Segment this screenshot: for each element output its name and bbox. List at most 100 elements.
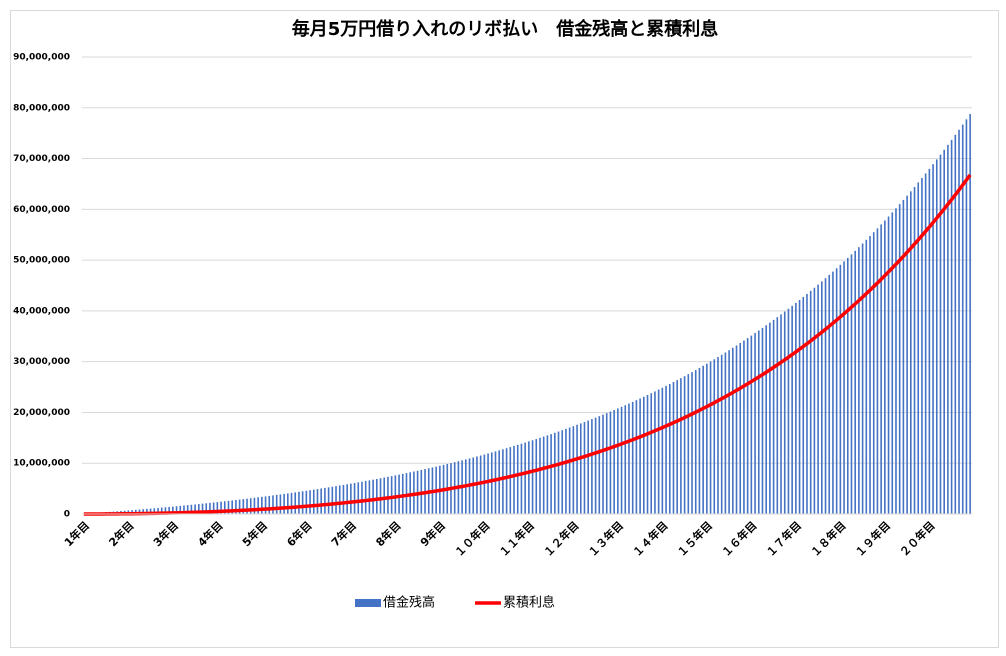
bar (832, 271, 834, 514)
bar (783, 311, 786, 514)
bar (776, 317, 779, 514)
bar (546, 435, 549, 514)
bar (242, 499, 245, 514)
bar (680, 378, 682, 514)
bar (935, 159, 938, 514)
bar (746, 338, 749, 514)
y-tick-label: 70,000,000 (13, 154, 70, 164)
bar (743, 340, 745, 514)
bar (843, 261, 845, 514)
bar (828, 274, 831, 514)
bar (223, 501, 226, 514)
bar (353, 483, 356, 514)
bar (917, 182, 920, 515)
chart-title: 毎月5万円借り入れのリボ払い 借金残高と累積利息 (292, 18, 719, 40)
legend-label: 累積利息 (503, 595, 555, 611)
bar (861, 243, 864, 515)
bar (650, 393, 653, 514)
bar (479, 455, 482, 514)
bar (958, 129, 960, 514)
bar (717, 357, 719, 514)
bar (531, 440, 534, 514)
bar (324, 487, 326, 514)
bar (706, 363, 708, 514)
bar (572, 426, 575, 514)
bar (639, 398, 641, 514)
bar (186, 505, 189, 514)
bar (231, 500, 233, 514)
bar (335, 486, 337, 514)
bar (568, 427, 571, 514)
y-tick-label: 40,000,000 (13, 306, 70, 316)
bar (921, 177, 923, 514)
bar (394, 475, 397, 514)
bar (264, 496, 267, 514)
bar (368, 480, 371, 514)
bar (824, 278, 827, 514)
bar (398, 474, 400, 514)
bar (880, 224, 882, 514)
bar (587, 420, 589, 514)
bar (160, 507, 163, 514)
bar (631, 401, 634, 514)
bar (405, 473, 408, 514)
bar (483, 454, 486, 514)
bar (320, 488, 322, 514)
bar (376, 478, 378, 514)
bar (505, 448, 508, 514)
bar (550, 434, 552, 514)
bar (691, 372, 693, 514)
bar (750, 335, 753, 514)
bar (854, 250, 856, 515)
bar (179, 505, 182, 514)
bar (932, 164, 934, 514)
bar (268, 495, 271, 514)
bar (910, 191, 912, 514)
bar (591, 419, 593, 514)
bar (298, 491, 300, 514)
bar (769, 322, 771, 514)
bar (850, 254, 853, 515)
bar (227, 500, 230, 514)
bar (331, 486, 334, 514)
bar (906, 195, 908, 514)
bar (490, 452, 493, 514)
bar (383, 477, 386, 514)
bar (338, 485, 341, 514)
bar (554, 432, 556, 514)
bar (316, 489, 319, 514)
bar (157, 507, 159, 514)
bar (846, 257, 849, 514)
y-tick-label: 0 (64, 510, 70, 520)
bar (598, 416, 601, 514)
bar (283, 493, 285, 514)
bar (261, 496, 263, 514)
bar (542, 436, 545, 514)
bar (765, 325, 767, 514)
bar (190, 504, 193, 514)
bar (772, 319, 775, 514)
bar (201, 503, 204, 514)
bar (876, 228, 879, 514)
bar (279, 494, 282, 514)
y-tick-label: 90,000,000 (13, 53, 70, 63)
bar (724, 352, 727, 514)
bar (235, 499, 237, 514)
bar (524, 442, 526, 514)
bar (301, 491, 304, 514)
bar (798, 299, 801, 514)
bar (954, 134, 957, 514)
bar (565, 428, 567, 514)
legend-label: 借金残高 (383, 595, 435, 611)
bar (312, 489, 315, 514)
bar (379, 478, 382, 514)
bar (628, 403, 630, 514)
bar (720, 354, 723, 514)
bar (579, 423, 582, 514)
bar (969, 114, 971, 514)
bar (216, 502, 219, 514)
bar (287, 493, 289, 514)
bar (583, 421, 586, 514)
bar (401, 473, 404, 514)
